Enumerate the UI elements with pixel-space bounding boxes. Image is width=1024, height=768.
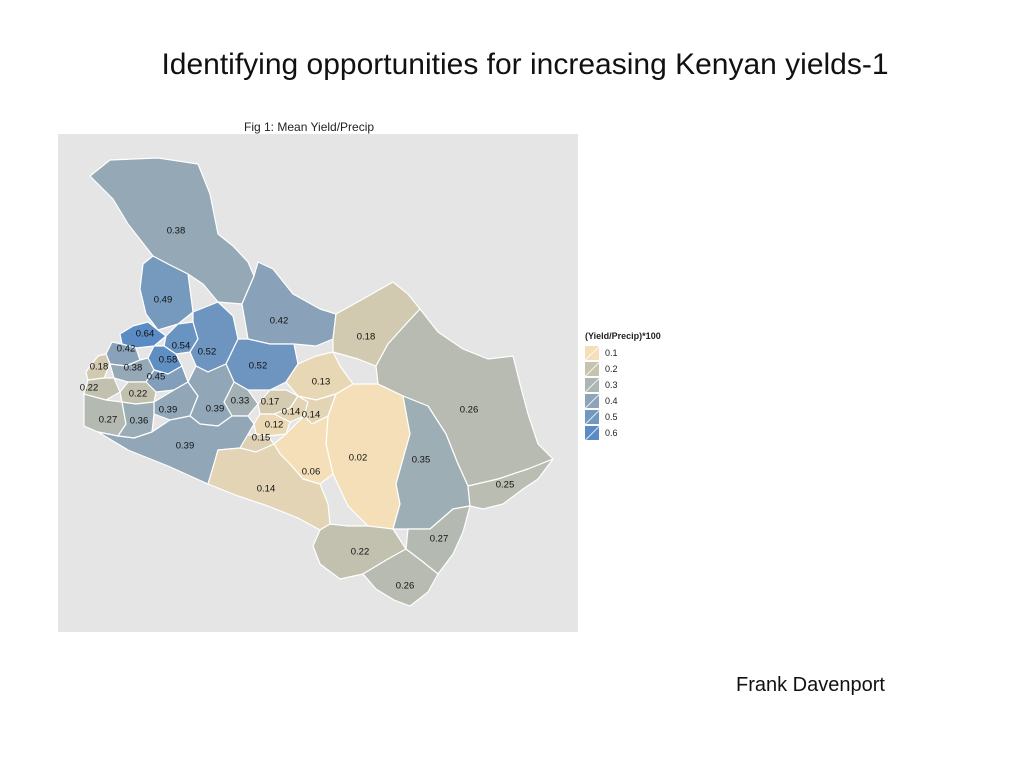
legend-label: 0.1 — [605, 348, 618, 358]
region-value-label: 0.64 — [136, 329, 155, 340]
region-value-label: 0.25 — [496, 480, 515, 491]
region-value-label: 0.38 — [167, 226, 186, 237]
region-value-label: 0.52 — [198, 347, 217, 358]
region-31[interactable] — [467, 458, 554, 510]
region-value-label: 0.22 — [129, 389, 148, 400]
legend-label: 0.4 — [605, 396, 618, 406]
region-28[interactable] — [325, 383, 411, 530]
region-value-label: 0.12 — [265, 420, 284, 431]
legend-item: 0.2 — [585, 361, 661, 377]
region-value-label: 0.42 — [117, 344, 136, 355]
region-value-label: 0.39 — [176, 441, 195, 452]
region-value-label: 0.54 — [172, 341, 191, 352]
legend-swatch — [585, 362, 599, 376]
region-value-label: 0.27 — [430, 534, 449, 545]
region-value-label: 0.52 — [249, 361, 268, 372]
region-2[interactable] — [241, 261, 337, 347]
region-value-label: 0.45 — [147, 372, 166, 383]
region-value-label: 0.17 — [261, 397, 280, 408]
region-value-label: 0.26 — [396, 581, 415, 592]
slide-title: Identifying opportunities for increasing… — [161, 48, 889, 81]
region-value-label: 0.18 — [90, 362, 109, 373]
region-value-label: 0.22 — [351, 547, 370, 558]
legend-label: 0.3 — [605, 380, 618, 390]
author-name: Frank Davenport — [736, 674, 885, 696]
region-value-label: 0.39 — [206, 404, 225, 415]
region-value-label: 0.38 — [124, 363, 143, 374]
legend-swatch — [585, 410, 599, 424]
legend-label: 0.6 — [605, 428, 618, 438]
region-value-label: 0.36 — [130, 416, 149, 427]
region-value-label: 0.58 — [159, 355, 178, 366]
legend-title: (Yield/Precip)*100 — [585, 331, 661, 341]
region-value-label: 0.02 — [349, 453, 368, 464]
region-value-label: 0.22 — [80, 383, 99, 394]
region-value-label: 0.26 — [460, 405, 479, 416]
region-value-label: 0.06 — [302, 467, 321, 478]
legend-item: 0.4 — [585, 393, 661, 409]
figure-title: Fig 1: Mean Yield/Precip — [244, 120, 375, 134]
region-value-label: 0.27 — [99, 415, 118, 426]
region-11[interactable] — [145, 365, 189, 393]
region-20[interactable] — [187, 363, 235, 427]
map-panel: 0.38 0.49 0.42 0.18 0.64 0.54 0.42 0.58 0.52 0.18… — [58, 134, 578, 632]
kenya-choropleth-map: 0.38 0.49 0.42 0.18 0.64 0.54 0.42 0.58 0.52 0.18… — [80, 157, 554, 607]
legend-swatch — [585, 378, 599, 392]
region-value-label: 0.33 — [231, 396, 250, 407]
legend-swatch — [585, 346, 599, 360]
region-value-label: 0.15 — [252, 433, 271, 444]
region-27[interactable] — [97, 415, 255, 485]
map-legend: (Yield/Precip)*100 0.1 0.2 0.3 0.4 0.5 0.6 — [585, 331, 661, 441]
legend-item: 0.5 — [585, 409, 661, 425]
region-value-label: 0.14 — [302, 410, 321, 421]
legend-item: 0.3 — [585, 377, 661, 393]
region-value-label: 0.35 — [412, 455, 431, 466]
region-value-label: 0.14 — [282, 407, 301, 418]
region-32[interactable] — [207, 443, 331, 531]
region-35[interactable] — [362, 548, 439, 607]
region-value-label: 0.14 — [257, 484, 276, 495]
region-1[interactable] — [139, 255, 194, 331]
region-value-label: 0.13 — [312, 377, 331, 388]
legend-item: 0.1 — [585, 345, 661, 361]
region-value-label: 0.18 — [357, 332, 376, 343]
legend-item: 0.6 — [585, 425, 661, 441]
region-value-label: 0.42 — [270, 316, 289, 327]
legend-swatch — [585, 426, 599, 440]
legend-label: 0.5 — [605, 412, 618, 422]
region-value-label: 0.39 — [159, 405, 178, 416]
legend-swatch — [585, 394, 599, 408]
region-value-label: 0.49 — [154, 295, 173, 306]
legend-label: 0.2 — [605, 364, 618, 374]
